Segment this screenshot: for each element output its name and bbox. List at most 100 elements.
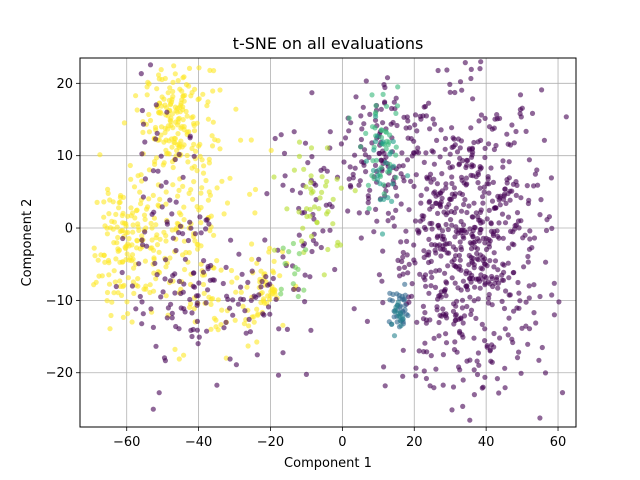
scatter-point — [475, 139, 481, 145]
scatter-point — [161, 229, 167, 235]
scatter-point — [310, 237, 316, 243]
scatter-point — [393, 174, 399, 181]
scatter-point — [459, 191, 466, 198]
scatter-point — [503, 200, 509, 206]
x-tick-label: −40 — [185, 435, 212, 450]
y-tick-label: 10 — [56, 149, 73, 164]
scatter-point — [381, 196, 387, 202]
scatter-point — [426, 259, 432, 266]
scatter-point — [430, 116, 436, 122]
scatter-point — [473, 315, 479, 321]
scatter-point — [460, 334, 466, 340]
scatter-point — [186, 65, 193, 71]
scatter-point — [207, 67, 213, 73]
scatter-point — [469, 241, 475, 247]
scatter-point — [403, 228, 409, 234]
scatter-point — [113, 283, 119, 290]
scatter-point — [482, 282, 488, 288]
scatter-point — [476, 238, 482, 244]
scatter-point — [308, 327, 314, 333]
scatter-point — [484, 216, 490, 222]
scatter-point — [452, 89, 458, 96]
scatter-point — [187, 304, 193, 310]
scatter-point — [514, 182, 520, 188]
scatter-point — [291, 286, 297, 292]
scatter-point — [158, 67, 164, 73]
scatter-point — [427, 198, 433, 204]
plot-frame — [79, 57, 577, 428]
scatter-point — [489, 273, 495, 280]
scatter-point — [120, 314, 126, 320]
scatter-point — [516, 349, 522, 355]
scatter-point — [267, 311, 273, 317]
scatter-point — [273, 296, 279, 302]
scatter-point — [463, 164, 469, 171]
scatter-point — [118, 292, 125, 298]
scatter-point — [163, 189, 169, 195]
scatter-point — [201, 163, 207, 169]
scatter-point — [406, 299, 412, 305]
scatter-point — [429, 226, 435, 232]
scatter-point — [440, 233, 446, 239]
scatter-point — [99, 273, 105, 279]
scatter-point — [474, 358, 480, 364]
scatter-point — [179, 97, 185, 103]
scatter-point — [271, 174, 277, 180]
scatter-point — [432, 242, 438, 248]
scatter-point — [421, 368, 427, 374]
scatter-point — [265, 282, 271, 288]
scatter-point — [442, 241, 448, 247]
scatter-point — [230, 312, 236, 318]
scatter-point — [468, 311, 474, 317]
scatter-point — [538, 197, 544, 203]
scatter-point — [189, 333, 195, 340]
scatter-point — [188, 93, 194, 99]
scatter-point — [458, 218, 464, 225]
scatter-point — [247, 191, 253, 197]
scatter-point — [497, 202, 503, 208]
scatter-point — [208, 301, 214, 307]
scatter-point — [209, 143, 216, 149]
scatter-point — [181, 238, 187, 244]
scatter-point — [211, 315, 217, 321]
scatter-point — [246, 316, 252, 322]
scatter-point — [189, 165, 195, 171]
scatter-point — [500, 235, 506, 241]
scatter-point — [433, 268, 439, 274]
scatter-point — [319, 189, 325, 195]
scatter-point — [370, 167, 377, 174]
scatter-point — [163, 293, 169, 299]
scatter-point — [371, 229, 377, 235]
scatter-point — [254, 352, 260, 358]
scatter-point — [316, 206, 322, 212]
scatter-point — [270, 275, 276, 282]
scatter-point — [158, 183, 164, 189]
scatter-point — [272, 291, 278, 297]
scatter-point — [381, 82, 387, 88]
scatter-point — [113, 211, 119, 217]
scatter-point — [500, 261, 506, 267]
scatter-point — [195, 293, 201, 299]
scatter-point — [423, 150, 429, 156]
scatter-point — [506, 315, 512, 321]
scatter-point — [170, 93, 176, 100]
x-tick-label: 20 — [406, 435, 423, 450]
scatter-point — [255, 311, 261, 317]
scatter-point — [421, 349, 427, 355]
scatter-point — [185, 237, 191, 244]
scatter-point — [449, 222, 455, 228]
scatter-point — [205, 287, 211, 293]
scatter-point — [172, 71, 178, 77]
scatter-point — [207, 277, 213, 283]
scatter-point — [168, 118, 174, 125]
scatter-point — [119, 269, 125, 276]
scatter-point — [170, 88, 176, 95]
scatter-point — [235, 301, 241, 307]
scatter-point — [176, 210, 182, 216]
scatter-point — [489, 342, 495, 348]
scatter-point — [535, 182, 541, 188]
scatter-point — [387, 297, 393, 303]
scatter-point — [181, 74, 187, 80]
scatter-point — [483, 275, 489, 281]
scatter-point — [491, 330, 497, 337]
